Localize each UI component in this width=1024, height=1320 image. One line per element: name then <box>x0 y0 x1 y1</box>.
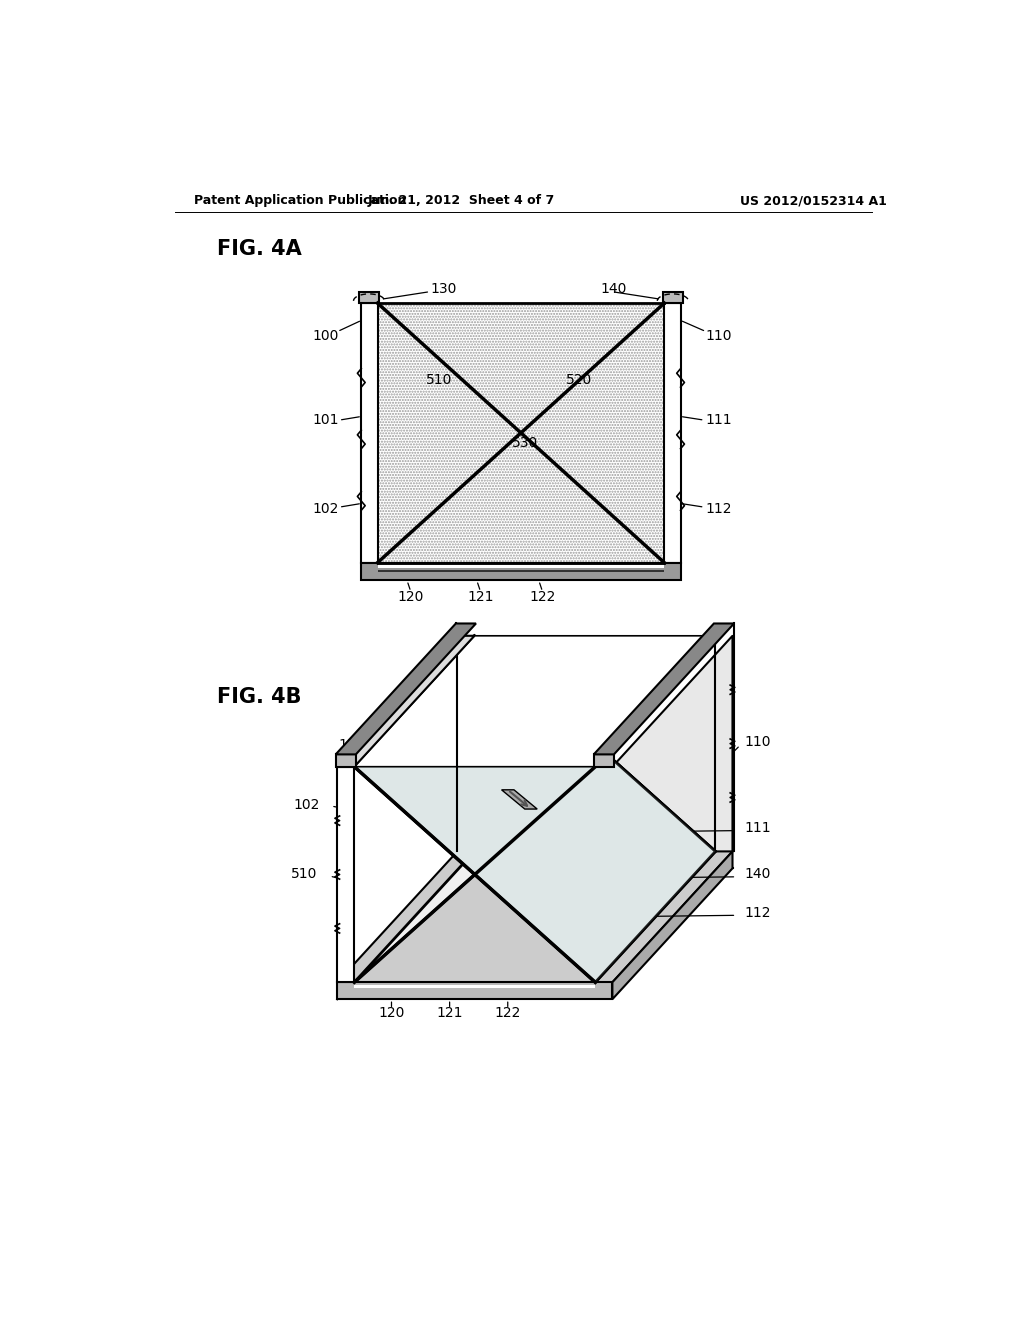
Bar <box>663 293 683 304</box>
Text: 111: 111 <box>706 413 732 428</box>
Text: Jun. 21, 2012  Sheet 4 of 7: Jun. 21, 2012 Sheet 4 of 7 <box>368 194 555 207</box>
Polygon shape <box>378 304 665 562</box>
Polygon shape <box>612 851 732 999</box>
Text: 111: 111 <box>744 821 771 836</box>
Text: 100: 100 <box>436 727 463 742</box>
Text: 121: 121 <box>467 590 494 605</box>
Polygon shape <box>337 636 474 767</box>
Polygon shape <box>336 623 476 755</box>
Polygon shape <box>354 636 716 982</box>
Text: 122: 122 <box>529 590 556 605</box>
Polygon shape <box>337 851 732 982</box>
Text: 112: 112 <box>744 906 771 920</box>
Bar <box>360 562 681 581</box>
Bar <box>595 767 612 982</box>
Polygon shape <box>354 636 716 767</box>
Text: 550: 550 <box>512 719 538 734</box>
Bar <box>665 304 681 562</box>
Text: 110: 110 <box>706 329 732 342</box>
Bar <box>378 565 665 568</box>
Bar <box>594 755 614 767</box>
Text: 120: 120 <box>378 1006 404 1020</box>
Text: 120: 120 <box>397 590 424 605</box>
Text: 101: 101 <box>312 413 339 428</box>
Text: 112: 112 <box>706 502 732 516</box>
Text: 100: 100 <box>312 329 339 342</box>
Bar <box>336 755 356 767</box>
Bar <box>354 985 595 987</box>
Text: 530: 530 <box>512 437 538 450</box>
Bar <box>359 293 379 304</box>
Polygon shape <box>612 636 732 982</box>
Polygon shape <box>337 982 612 999</box>
Bar <box>360 304 378 562</box>
Polygon shape <box>354 636 716 982</box>
Text: US 2012/0152314 A1: US 2012/0152314 A1 <box>740 194 887 207</box>
Text: 121: 121 <box>436 1006 463 1020</box>
Text: 110: 110 <box>744 735 771 748</box>
Text: 520: 520 <box>566 374 592 387</box>
Polygon shape <box>594 623 734 755</box>
Text: 102: 102 <box>294 799 321 812</box>
Text: 130: 130 <box>338 738 365 752</box>
Polygon shape <box>354 636 716 982</box>
Text: 122: 122 <box>495 1006 521 1020</box>
Text: Patent Application Publication: Patent Application Publication <box>194 194 407 207</box>
Polygon shape <box>354 767 595 982</box>
Text: FIG. 4B: FIG. 4B <box>217 688 302 708</box>
Text: 101: 101 <box>401 730 428 744</box>
Text: 140: 140 <box>744 867 770 882</box>
Polygon shape <box>502 789 538 809</box>
Bar <box>337 767 354 982</box>
Text: 130: 130 <box>430 282 457 296</box>
Text: 510: 510 <box>291 867 317 882</box>
Text: FIG. 4A: FIG. 4A <box>217 239 302 259</box>
Text: 102: 102 <box>312 502 339 516</box>
Text: 140: 140 <box>601 282 627 296</box>
Bar <box>378 570 665 572</box>
Text: 510: 510 <box>426 374 453 387</box>
